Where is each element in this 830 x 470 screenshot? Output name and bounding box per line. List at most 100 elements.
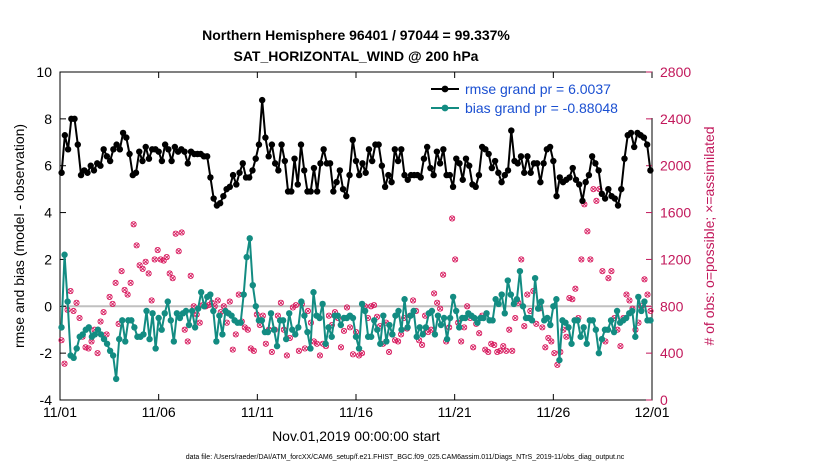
rmse-point <box>123 134 130 141</box>
obs-possible-point <box>295 347 302 354</box>
obs-assimilated-point <box>98 318 104 325</box>
obs-possible-point <box>154 247 161 254</box>
bias-point <box>252 303 260 310</box>
bias-point <box>270 326 278 333</box>
obs-possible-point <box>124 291 131 298</box>
obs-possible-point <box>572 285 579 292</box>
bias-point <box>210 307 217 315</box>
y2-tick-label: 0 <box>660 392 668 408</box>
rmse-point <box>71 115 78 123</box>
obs-assimilated-point <box>434 300 440 306</box>
obs-possible-point <box>184 338 191 345</box>
obs-possible-point <box>623 291 630 298</box>
bias-point <box>501 310 508 317</box>
rmse-point <box>504 167 512 174</box>
y-tick-label: 8 <box>44 111 52 127</box>
rmse-point <box>495 169 502 176</box>
bias-point <box>304 328 311 336</box>
rmse-point <box>317 160 324 167</box>
bias-point <box>589 317 596 324</box>
obs-possible-point <box>434 299 441 306</box>
bias-point <box>191 324 199 331</box>
obs-assimilated-point <box>125 292 131 298</box>
obs-possible-point <box>608 268 615 275</box>
rmse-point <box>330 188 337 195</box>
bias-point <box>374 326 381 333</box>
obs-assimilated-point <box>149 297 155 303</box>
rmse-point <box>540 160 547 167</box>
rmse-point <box>74 141 81 148</box>
obs-possible-point <box>545 334 552 341</box>
bias-point <box>237 319 244 326</box>
bias-point <box>480 314 487 322</box>
obs-assimilated-point <box>263 341 269 347</box>
obs-assimilated-point <box>185 338 191 344</box>
rmse-point <box>381 183 389 190</box>
rmse-point <box>391 146 399 153</box>
obs-assimilated-point <box>539 324 545 330</box>
obs-possible-point <box>142 258 149 265</box>
rmse-point <box>601 195 609 202</box>
obs-possible-point <box>370 302 378 309</box>
rmse-point <box>110 146 117 153</box>
rmse-point <box>349 136 356 144</box>
rmse-point <box>527 169 534 176</box>
rmse-point <box>336 167 344 174</box>
bias-point <box>146 335 153 343</box>
obs-assimilated-point <box>485 349 491 355</box>
obs-possible-point <box>73 299 80 306</box>
obs-possible-point <box>70 307 77 315</box>
obs-assimilated-point <box>437 306 443 312</box>
obs-possible-point <box>497 347 504 354</box>
obs-possible-point <box>476 330 483 337</box>
bias-point <box>122 338 129 345</box>
rmse-point <box>394 157 402 165</box>
obs-assimilated-point <box>554 362 560 368</box>
obs-assimilated-point <box>458 338 464 344</box>
obs-assimilated-point <box>578 256 584 262</box>
obs-possible-point <box>304 307 311 315</box>
obs-possible-point <box>449 215 456 222</box>
obs-assimilated-point <box>566 295 572 301</box>
obs-assimilated-point <box>167 270 173 277</box>
obs-assimilated-point <box>122 287 128 293</box>
bias-point <box>613 307 621 315</box>
obs-assimilated-point <box>470 344 476 350</box>
rmse-point <box>482 146 489 153</box>
bias-point <box>395 307 402 315</box>
rmse-point <box>233 181 240 188</box>
bias-point <box>568 340 575 347</box>
obs-possible-point <box>133 242 140 249</box>
bias-point <box>337 321 345 329</box>
obs-assimilated-point <box>58 337 65 343</box>
rmse-point <box>521 169 528 176</box>
obs-assimilated-point <box>170 275 176 281</box>
obs-possible-point <box>244 326 251 333</box>
bias-point <box>562 319 569 326</box>
obs-possible-point <box>175 248 182 255</box>
bias-point <box>61 251 68 258</box>
obs-assimilated-point <box>506 327 512 333</box>
obs-assimilated-point <box>143 259 149 265</box>
y-tick-label: -4 <box>40 392 53 408</box>
bias-point <box>398 326 405 333</box>
obs-assimilated-point <box>449 215 455 221</box>
rmse-point <box>614 202 622 209</box>
obs-assimilated-point <box>464 303 470 309</box>
bias-point <box>410 307 417 315</box>
bias-point <box>641 298 648 305</box>
obs-assimilated-point <box>494 349 500 355</box>
bias-point <box>128 317 135 324</box>
x-tick-label: 12/01 <box>634 404 669 420</box>
obs-assimilated-point <box>392 337 398 343</box>
bias-point <box>434 312 442 319</box>
obs-assimilated-point <box>617 343 623 349</box>
rmse-point <box>576 181 583 188</box>
rmse-point <box>103 153 111 160</box>
obs-possible-point <box>340 327 348 334</box>
rmse-point <box>631 143 638 151</box>
bias-point <box>170 338 178 345</box>
rmse-point <box>119 129 127 137</box>
obs-assimilated-point <box>371 302 377 308</box>
obs-possible-point <box>647 307 654 315</box>
